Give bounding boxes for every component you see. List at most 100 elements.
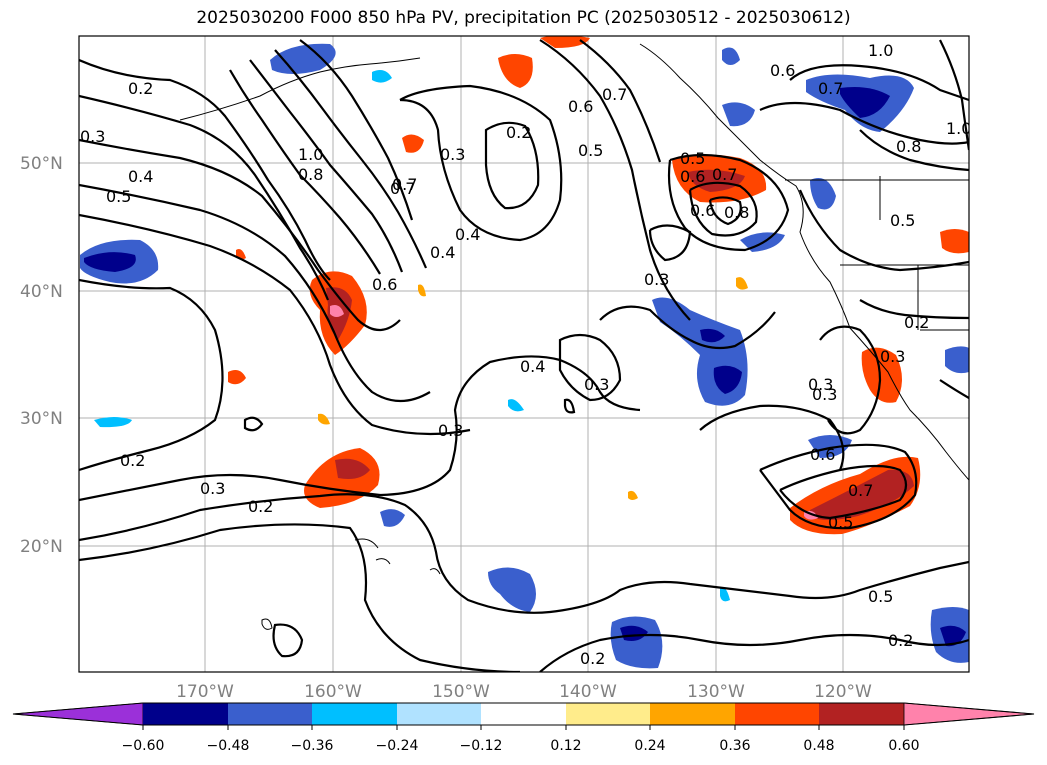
- precip-negative-area: [380, 509, 405, 527]
- contour-label: 0.7: [602, 85, 627, 104]
- lon-label: 150°W: [432, 682, 490, 702]
- contour-label: 0.2: [888, 631, 913, 650]
- contour-label: 0.5: [868, 587, 893, 606]
- map-frame: [78, 35, 970, 673]
- precip-positive-area: [418, 284, 426, 297]
- precip-negative-area: [722, 102, 755, 127]
- contour-label: 1.0: [946, 119, 971, 138]
- contour-label: 0.8: [298, 165, 323, 184]
- precip-negative-core: [620, 625, 648, 641]
- lon-label: 160°W: [304, 682, 362, 702]
- contour-label: 0.3: [644, 270, 669, 289]
- lat-label: 40°N: [20, 282, 63, 302]
- contour-label: 0.6: [770, 61, 795, 80]
- colorbar-segment: [397, 703, 481, 725]
- precip-negative-area: [270, 43, 336, 74]
- precip-positive-area: [498, 54, 533, 88]
- contour-label: 0.3: [438, 421, 463, 440]
- colorbar-tick-label: −0.60: [122, 738, 165, 754]
- pv-contours: [79, 39, 969, 672]
- contour-label: 0.4: [455, 225, 480, 244]
- contour-label: 0.7: [712, 165, 737, 184]
- colorbar-segment: [735, 703, 819, 725]
- colorbar: −0.60 −0.48 −0.36 −0.24 −0.12 0.12 0.24 …: [12, 702, 1035, 754]
- contour-label: 0.6: [372, 275, 397, 294]
- precip-negative-core: [940, 625, 966, 647]
- lat-label: 50°N: [20, 154, 63, 174]
- colorbar-tick-label: −0.36: [291, 738, 334, 754]
- lat-label: 20°N: [20, 537, 63, 557]
- precip-negative-area: [372, 70, 392, 83]
- precip-negative-core: [84, 252, 136, 272]
- precip-negative-core: [713, 365, 742, 394]
- precip-positive-area: [736, 277, 748, 290]
- precip-negative-area: [610, 616, 663, 669]
- contour-label: 0.6: [690, 201, 715, 220]
- contour-labels: 0.2 0.3 0.4 0.5 1.0 0.8 0.7 0.6 0.3 0.4 …: [80, 41, 971, 668]
- contour-label: 0.5: [680, 149, 705, 168]
- colorbar-segment: [819, 703, 904, 725]
- colorbar-tick-label: 0.48: [803, 738, 834, 754]
- precip-positive-core: [810, 469, 914, 520]
- contour-label: 0.3: [812, 385, 837, 404]
- contour-label: 0.3: [880, 347, 905, 366]
- precip-negative-area: [945, 346, 969, 374]
- contour-label: 0.7: [848, 481, 873, 500]
- precip-positive-peak: [330, 305, 344, 317]
- contour-label: 1.0: [868, 41, 893, 60]
- colorbar-tick-label: 0.36: [719, 738, 750, 754]
- precip-negative-area: [722, 47, 740, 65]
- contour-label: 0.6: [810, 445, 835, 464]
- lat-label: 30°N: [20, 409, 63, 429]
- colorbar-tick-label: −0.12: [460, 738, 503, 754]
- gridlines: [79, 36, 969, 672]
- contour-label: 0.2: [248, 497, 273, 516]
- precip-negative-area: [720, 587, 730, 602]
- precip-positive-area: [228, 370, 246, 385]
- precip-positive-area: [402, 134, 424, 153]
- contour-label: 0.2: [120, 451, 145, 470]
- contour-label: 0.6: [568, 97, 593, 116]
- precip-positive-area: [318, 413, 330, 425]
- contour-label: 0.8: [896, 137, 921, 156]
- map-title: 2025030200 F000 850 hPa PV, precipitatio…: [196, 8, 851, 28]
- colorbar-segment: [481, 703, 566, 725]
- precip-positive-area: [540, 36, 590, 48]
- contour-label: 0.3: [440, 145, 465, 164]
- contour-label: 0.3: [200, 479, 225, 498]
- contour-label: 0.7: [392, 175, 417, 194]
- colorbar-extend-min: [12, 702, 144, 726]
- contour-label: 0.8: [724, 203, 749, 222]
- colorbar-ticks: [142, 725, 905, 730]
- contour-label: 0.6: [680, 167, 705, 186]
- colorbar-tick-label: −0.48: [207, 738, 250, 754]
- colorbar-segment: [143, 703, 228, 725]
- precip-negative-area: [488, 567, 536, 612]
- contour-label: 0.4: [520, 357, 545, 376]
- contour-label: 0.7: [818, 79, 843, 98]
- lon-label: 120°W: [814, 682, 872, 702]
- colorbar-segment: [312, 703, 397, 725]
- precip-positive-area: [628, 490, 638, 500]
- lon-labels: 170°W 160°W 150°W 140°W 130°W 120°W: [176, 682, 872, 702]
- colorbar-tick-label: 0.60: [888, 738, 919, 754]
- precip-positive-core: [335, 458, 370, 479]
- contour-label: 0.3: [808, 375, 833, 394]
- precip-positive-area: [940, 229, 969, 254]
- contour-label: 0.2: [904, 313, 929, 332]
- contour-label: 0.4: [430, 243, 455, 262]
- lon-label: 130°W: [687, 682, 745, 702]
- lon-label: 170°W: [176, 682, 234, 702]
- colorbar-tick-label: 0.24: [634, 738, 665, 754]
- precip-negative-area: [94, 417, 132, 428]
- precip-negative-area: [508, 399, 524, 412]
- contour-label: 0.2: [580, 649, 605, 668]
- colorbar-extend-max: [903, 702, 1035, 726]
- map-panel: 0.2 0.3 0.4 0.5 1.0 0.8 0.7 0.6 0.3 0.4 …: [79, 36, 971, 672]
- precip-negative-core: [700, 328, 725, 343]
- colorbar-segment: [228, 703, 312, 725]
- contour-label: 0.5: [828, 513, 853, 532]
- precip-positive-core: [688, 169, 745, 192]
- contour-label: 0.5: [890, 211, 915, 230]
